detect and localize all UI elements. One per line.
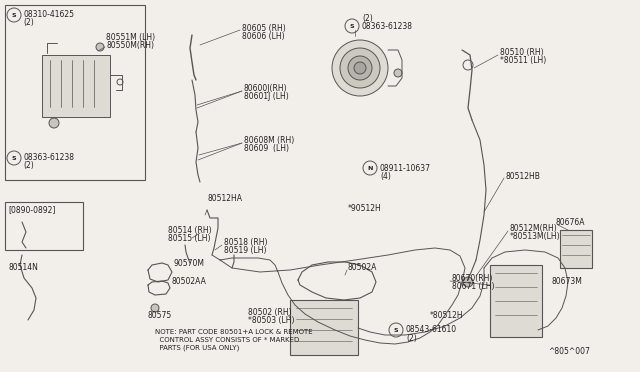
Text: 80512HA: 80512HA bbox=[208, 193, 243, 202]
Text: *80511 (LH): *80511 (LH) bbox=[500, 55, 547, 64]
Text: 80512HB: 80512HB bbox=[506, 171, 541, 180]
Text: 80518 (RH): 80518 (RH) bbox=[224, 237, 268, 247]
Text: NOTE: PART CODE 80501+A LOCK & REMOTE: NOTE: PART CODE 80501+A LOCK & REMOTE bbox=[155, 329, 312, 335]
Circle shape bbox=[151, 304, 159, 312]
Text: 80608M (RH): 80608M (RH) bbox=[244, 135, 294, 144]
Text: 80575: 80575 bbox=[148, 311, 172, 320]
Text: 90570M: 90570M bbox=[174, 260, 205, 269]
Circle shape bbox=[332, 40, 388, 96]
Text: (2): (2) bbox=[362, 13, 372, 22]
Text: 80515 (LH): 80515 (LH) bbox=[168, 234, 211, 243]
Text: 80601J (LH): 80601J (LH) bbox=[244, 92, 289, 100]
Text: S: S bbox=[394, 327, 398, 333]
Text: 80673M: 80673M bbox=[552, 278, 583, 286]
Text: *90512H: *90512H bbox=[348, 203, 381, 212]
Circle shape bbox=[354, 62, 366, 74]
Text: 80514N: 80514N bbox=[8, 263, 38, 273]
Circle shape bbox=[394, 69, 402, 77]
Text: 80670(RH): 80670(RH) bbox=[452, 273, 493, 282]
Text: 80550M(RH): 80550M(RH) bbox=[106, 41, 154, 49]
Text: (2): (2) bbox=[23, 17, 34, 26]
Text: S: S bbox=[12, 13, 16, 17]
Bar bbox=[290, 300, 358, 355]
Text: PARTS (FOR USA ONLY): PARTS (FOR USA ONLY) bbox=[155, 345, 239, 351]
Text: *80503 (LH): *80503 (LH) bbox=[248, 315, 294, 324]
Text: 80502AA: 80502AA bbox=[172, 278, 207, 286]
Text: 08543-61610: 08543-61610 bbox=[406, 326, 457, 334]
Text: (4): (4) bbox=[380, 171, 391, 180]
Text: 80519 (LH): 80519 (LH) bbox=[224, 246, 266, 254]
Text: 80671 (LH): 80671 (LH) bbox=[452, 282, 495, 291]
Text: (2): (2) bbox=[406, 334, 417, 343]
Bar bbox=[5, 5, 145, 180]
Text: 80609  (LH): 80609 (LH) bbox=[244, 144, 289, 153]
Text: 08310-41625: 08310-41625 bbox=[23, 10, 74, 19]
Bar bbox=[5, 202, 83, 250]
Text: [0890-0892]: [0890-0892] bbox=[8, 205, 56, 215]
Text: 80510 (RH): 80510 (RH) bbox=[500, 48, 543, 57]
Circle shape bbox=[96, 43, 104, 51]
Text: S: S bbox=[12, 155, 16, 160]
Text: S: S bbox=[349, 23, 355, 29]
Text: *80513M(LH): *80513M(LH) bbox=[510, 231, 561, 241]
Text: 80512M(RH): 80512M(RH) bbox=[510, 224, 557, 232]
Text: 80502 (RH): 80502 (RH) bbox=[248, 308, 292, 317]
Text: 80514 (RH): 80514 (RH) bbox=[168, 225, 212, 234]
Circle shape bbox=[463, 277, 473, 287]
Text: (2): (2) bbox=[23, 160, 34, 170]
Text: 08911-10637: 08911-10637 bbox=[380, 164, 431, 173]
Text: 80502A: 80502A bbox=[348, 263, 378, 273]
Circle shape bbox=[49, 118, 59, 128]
Text: 80676A: 80676A bbox=[556, 218, 586, 227]
Text: 80551M (LH): 80551M (LH) bbox=[106, 32, 155, 42]
Text: 80600J(RH): 80600J(RH) bbox=[244, 83, 287, 93]
Circle shape bbox=[340, 48, 380, 88]
Text: CONTROL ASSY CONSISTS OF * MARKED: CONTROL ASSY CONSISTS OF * MARKED bbox=[155, 337, 300, 343]
Text: N: N bbox=[367, 166, 372, 170]
Bar bbox=[490, 265, 542, 337]
Bar bbox=[42, 55, 110, 117]
Bar bbox=[560, 230, 592, 268]
Circle shape bbox=[348, 56, 372, 80]
Text: *80512H: *80512H bbox=[430, 311, 463, 320]
Text: 08363-61238: 08363-61238 bbox=[23, 153, 74, 161]
Text: 80606 (LH): 80606 (LH) bbox=[242, 32, 285, 41]
Text: 08363-61238: 08363-61238 bbox=[362, 22, 413, 31]
Text: 80605 (RH): 80605 (RH) bbox=[242, 23, 285, 32]
Text: ^805^007: ^805^007 bbox=[548, 347, 590, 356]
